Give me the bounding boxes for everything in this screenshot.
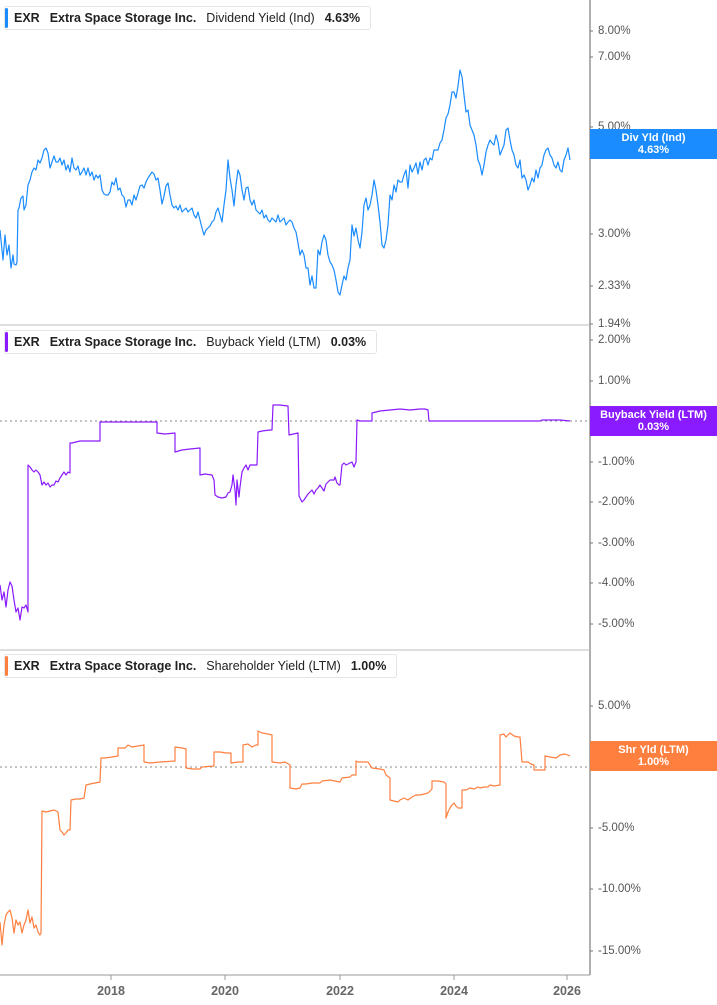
y-tick-label: -1.00% [598, 456, 635, 468]
series-color-swatch [5, 8, 8, 28]
legend-dividend-yield[interactable]: EXR Extra Space Storage Inc. Dividend Yi… [4, 6, 372, 30]
series-color-swatch [5, 332, 8, 352]
tag-value: 4.63% [637, 144, 670, 156]
legend-buyback-yield[interactable]: EXR Extra Space Storage Inc. Buyback Yie… [4, 330, 378, 354]
x-tick-label: 2018 [97, 984, 125, 998]
x-tick-label: 2024 [440, 984, 468, 998]
legend-value: 4.63% [324, 11, 361, 25]
legend-value: 1.00% [350, 659, 387, 673]
y-tick-label: 7.00% [598, 51, 631, 63]
last-value-tag-shareholder: Shr Yld (LTM) 1.00% [590, 741, 717, 771]
tag-label: Buyback Yield (LTM) [600, 409, 707, 421]
buyback-yield-line [0, 404, 571, 621]
y-tick-label: -3.00% [598, 537, 635, 549]
legend-company: Extra Space Storage Inc. [49, 11, 197, 25]
last-value-tag-buyback: Buyback Yield (LTM) 0.03% [590, 406, 717, 436]
y-tick-label: 8.00% [598, 25, 631, 37]
x-tick-marks [110, 975, 568, 980]
last-value-tag-dividend: Div Yld (Ind) 4.63% [590, 129, 717, 159]
y-tick-label: -10.00% [598, 883, 641, 895]
legend-ticker: EXR [14, 335, 40, 349]
tag-label: Div Yld (Ind) [621, 132, 686, 144]
legend-company: Extra Space Storage Inc. [49, 335, 197, 349]
legend-value: 0.03% [330, 335, 367, 349]
y-tick-label: 2.33% [598, 280, 631, 292]
y-tick-label: -15.00% [598, 945, 641, 957]
tag-label: Shr Yld (LTM) [618, 744, 689, 756]
x-tick-label: 2020 [211, 984, 239, 998]
x-tick-label: 2026 [553, 984, 581, 998]
y-tick-label: 5.00% [598, 700, 631, 712]
y-tick-label: -4.00% [598, 577, 635, 589]
tag-value: 0.03% [637, 421, 670, 433]
y-tick-label: -5.00% [598, 618, 635, 630]
y-tick-label: -5.00% [598, 822, 635, 834]
legend-metric: Dividend Yield (Ind) [206, 11, 315, 25]
y-tick-label: 3.00% [598, 228, 631, 240]
dividend-yield-line [0, 69, 571, 296]
legend-shareholder-yield[interactable]: EXR Extra Space Storage Inc. Shareholder… [4, 654, 398, 678]
y-tick-label: 2.00% [598, 334, 631, 346]
shareholder-yield-line [0, 730, 571, 946]
x-tick-label: 2022 [326, 984, 354, 998]
y-tick-label: 1.94% [598, 318, 631, 330]
legend-metric: Shareholder Yield (LTM) [206, 659, 341, 673]
legend-metric: Buyback Yield (LTM) [206, 335, 321, 349]
legend-ticker: EXR [14, 11, 40, 25]
legend-company: Extra Space Storage Inc. [49, 659, 197, 673]
tag-value: 1.00% [637, 756, 670, 768]
y-tick-label: 1.00% [598, 375, 631, 387]
legend-ticker: EXR [14, 659, 40, 673]
series-color-swatch [5, 656, 8, 676]
y-tick-label: -2.00% [598, 496, 635, 508]
